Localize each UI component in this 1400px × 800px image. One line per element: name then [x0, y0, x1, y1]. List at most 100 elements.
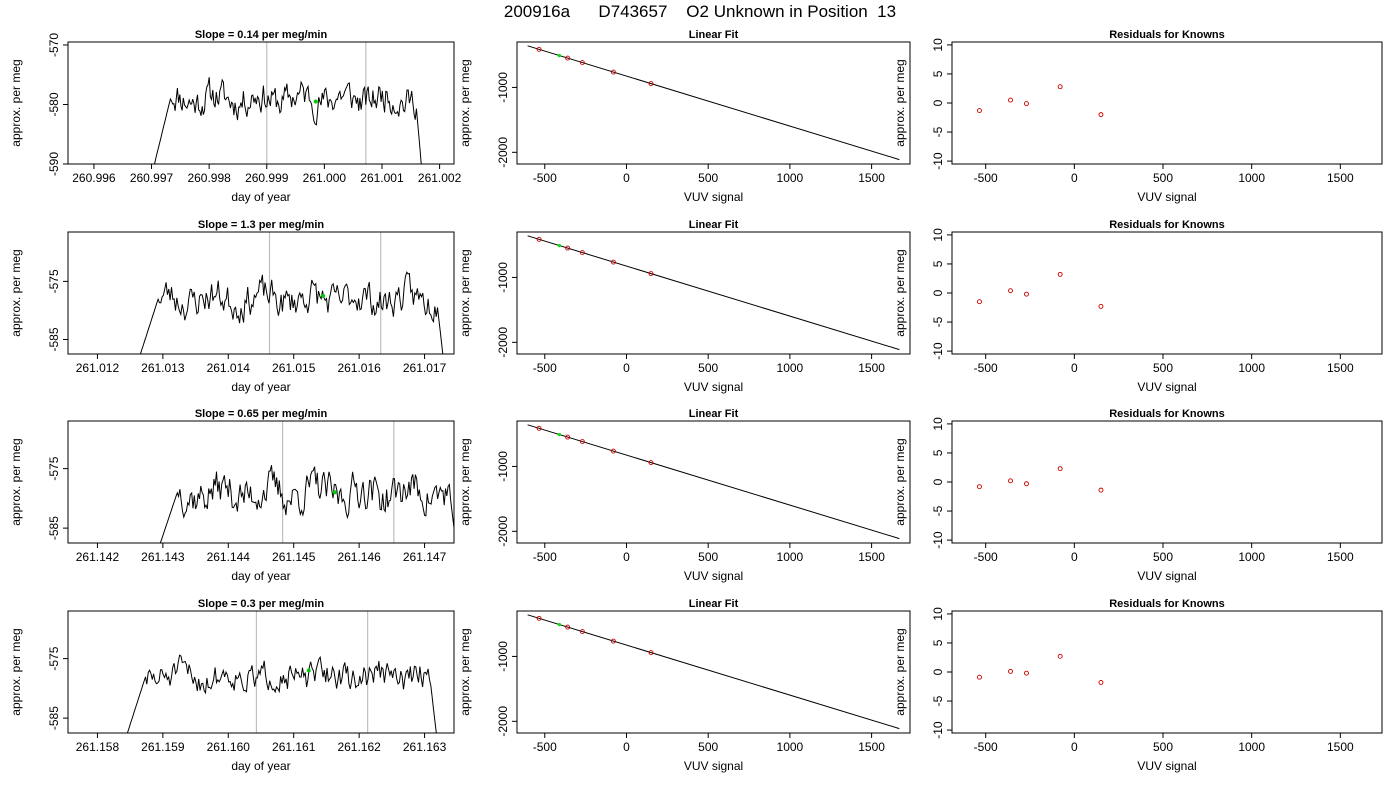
x-tick-label: 261.014: [207, 361, 251, 375]
x-tick-label: 261.163: [403, 740, 447, 754]
y-tick-label: -2000: [496, 706, 510, 737]
x-tick-label: 1500: [858, 740, 885, 754]
y-tick-label: -5: [931, 505, 945, 516]
x-axis-label: VUV signal: [684, 569, 743, 583]
plot-area: [527, 424, 900, 540]
current-point-marker: [313, 99, 318, 104]
x-tick-label: 0: [623, 361, 630, 375]
x-tick-label: 500: [1153, 361, 1173, 375]
series-line: [126, 654, 437, 733]
panel-fit-row-4: Linear Fit -500 0 500 1000 1500 VUV signal -100…: [458, 598, 911, 773]
known-point: [1098, 680, 1104, 685]
known-point: [579, 250, 585, 256]
y-axis-label: approx. per meg: [893, 628, 907, 715]
x-tick-label: 0: [1071, 361, 1078, 375]
y-axis-label: approx. per meg: [458, 59, 472, 146]
x-tick-label: -500: [533, 171, 557, 185]
x-tick-label: 0: [623, 740, 630, 754]
x-tick-label: 0: [1071, 550, 1078, 564]
plot-area: [977, 271, 1104, 309]
y-tick-label: -575: [47, 646, 61, 670]
known-point: [648, 650, 654, 656]
series-line: [139, 271, 444, 354]
x-tick-label: 0: [623, 550, 630, 564]
plot-area: [159, 421, 454, 543]
x-tick-label: 1500: [1327, 550, 1354, 564]
x-tick-label: 261.012: [76, 361, 120, 375]
y-axis-label: approx. per meg: [9, 59, 23, 146]
x-axis-label: VUV signal: [684, 190, 743, 204]
known-point: [1057, 466, 1063, 472]
x-tick-label: 261.144: [207, 550, 251, 564]
known-point: [977, 299, 982, 305]
y-tick-label: -1000: [496, 262, 510, 293]
known-point: [1057, 84, 1063, 90]
y-tick-label: -580: [47, 92, 61, 116]
chart-title: Linear Fit: [689, 598, 739, 610]
x-tick-label: 1500: [858, 361, 885, 375]
panel-fit-row-3: Linear Fit -500 0 500 1000 1500 VUV signal -100…: [458, 408, 911, 583]
x-tick-label: 1500: [858, 171, 885, 185]
x-tick-label: 261.000: [303, 171, 347, 185]
x-axis-label: day of year: [231, 190, 290, 204]
x-tick-label: 261.160: [207, 740, 251, 754]
plot-frame: [516, 41, 911, 165]
x-tick-label: 1500: [858, 550, 885, 564]
y-tick-label: -585: [47, 706, 61, 730]
y-tick-label: 5: [931, 449, 945, 456]
known-point: [1024, 481, 1029, 487]
y-axis-label: approx. per meg: [9, 249, 23, 336]
x-tick-label: 500: [698, 550, 718, 564]
x-tick-label: 0: [1071, 740, 1078, 754]
current-point-marker: [321, 293, 326, 298]
x-axis-label: VUV signal: [684, 380, 743, 394]
unknown-point: [557, 433, 562, 437]
panel-residuals-row-2: Residuals for Knowns -500 0 500 1000 1500 VUV …: [893, 219, 1383, 394]
x-tick-label: 261.147: [403, 550, 447, 564]
panel-residuals-row-4: Residuals for Knowns -500 0 500 1000 1500 VUV …: [893, 598, 1383, 773]
known-point: [610, 69, 616, 75]
y-tick-label: -585: [47, 516, 61, 540]
y-tick-label: -5: [931, 126, 945, 137]
known-point: [610, 448, 616, 454]
plot-frame: [67, 420, 455, 544]
panel-fit-row-1: Linear Fit -500 0 500 1000 1500 VUV signal -100…: [458, 29, 911, 204]
x-tick-label: 500: [698, 171, 718, 185]
x-axis-label: day of year: [231, 569, 290, 583]
x-tick-label: 500: [698, 361, 718, 375]
y-tick-label: -2000: [496, 516, 510, 547]
known-point: [610, 638, 616, 644]
known-point: [579, 629, 585, 635]
y-tick-label: 10: [931, 38, 945, 52]
known-point: [536, 615, 542, 621]
known-point: [1024, 101, 1029, 107]
y-tick-label: -590: [47, 152, 61, 176]
series-line: [153, 77, 422, 164]
y-tick-label: -2000: [496, 137, 510, 168]
x-tick-label: 261.013: [141, 361, 185, 375]
known-point: [565, 434, 571, 440]
x-tick-label: -500: [533, 740, 557, 754]
y-axis-label: approx. per meg: [9, 438, 23, 525]
x-axis-label: VUV signal: [684, 759, 743, 773]
x-tick-label: 500: [1153, 171, 1173, 185]
x-tick-label: 261.143: [141, 550, 185, 564]
x-tick-label: 1000: [777, 361, 804, 375]
known-point: [977, 674, 982, 680]
x-tick-label: 1500: [1327, 171, 1354, 185]
chart-title: Residuals for Knowns: [1109, 29, 1225, 41]
y-tick-label: -570: [47, 33, 61, 57]
plot-frame: [67, 231, 455, 355]
x-tick-label: 500: [1153, 740, 1173, 754]
x-axis-label: VUV signal: [1137, 380, 1196, 394]
x-axis-label: VUV signal: [1137, 190, 1196, 204]
plot-area: [977, 84, 1104, 118]
y-tick-label: -2000: [496, 327, 510, 358]
y-tick-label: -10: [931, 531, 945, 549]
plot-area: [527, 235, 900, 351]
x-tick-label: 1000: [777, 740, 804, 754]
x-axis-label: VUV signal: [1137, 569, 1196, 583]
x-tick-label: -500: [974, 740, 998, 754]
known-point: [1098, 112, 1104, 118]
x-tick-label: 260.996: [72, 171, 116, 185]
